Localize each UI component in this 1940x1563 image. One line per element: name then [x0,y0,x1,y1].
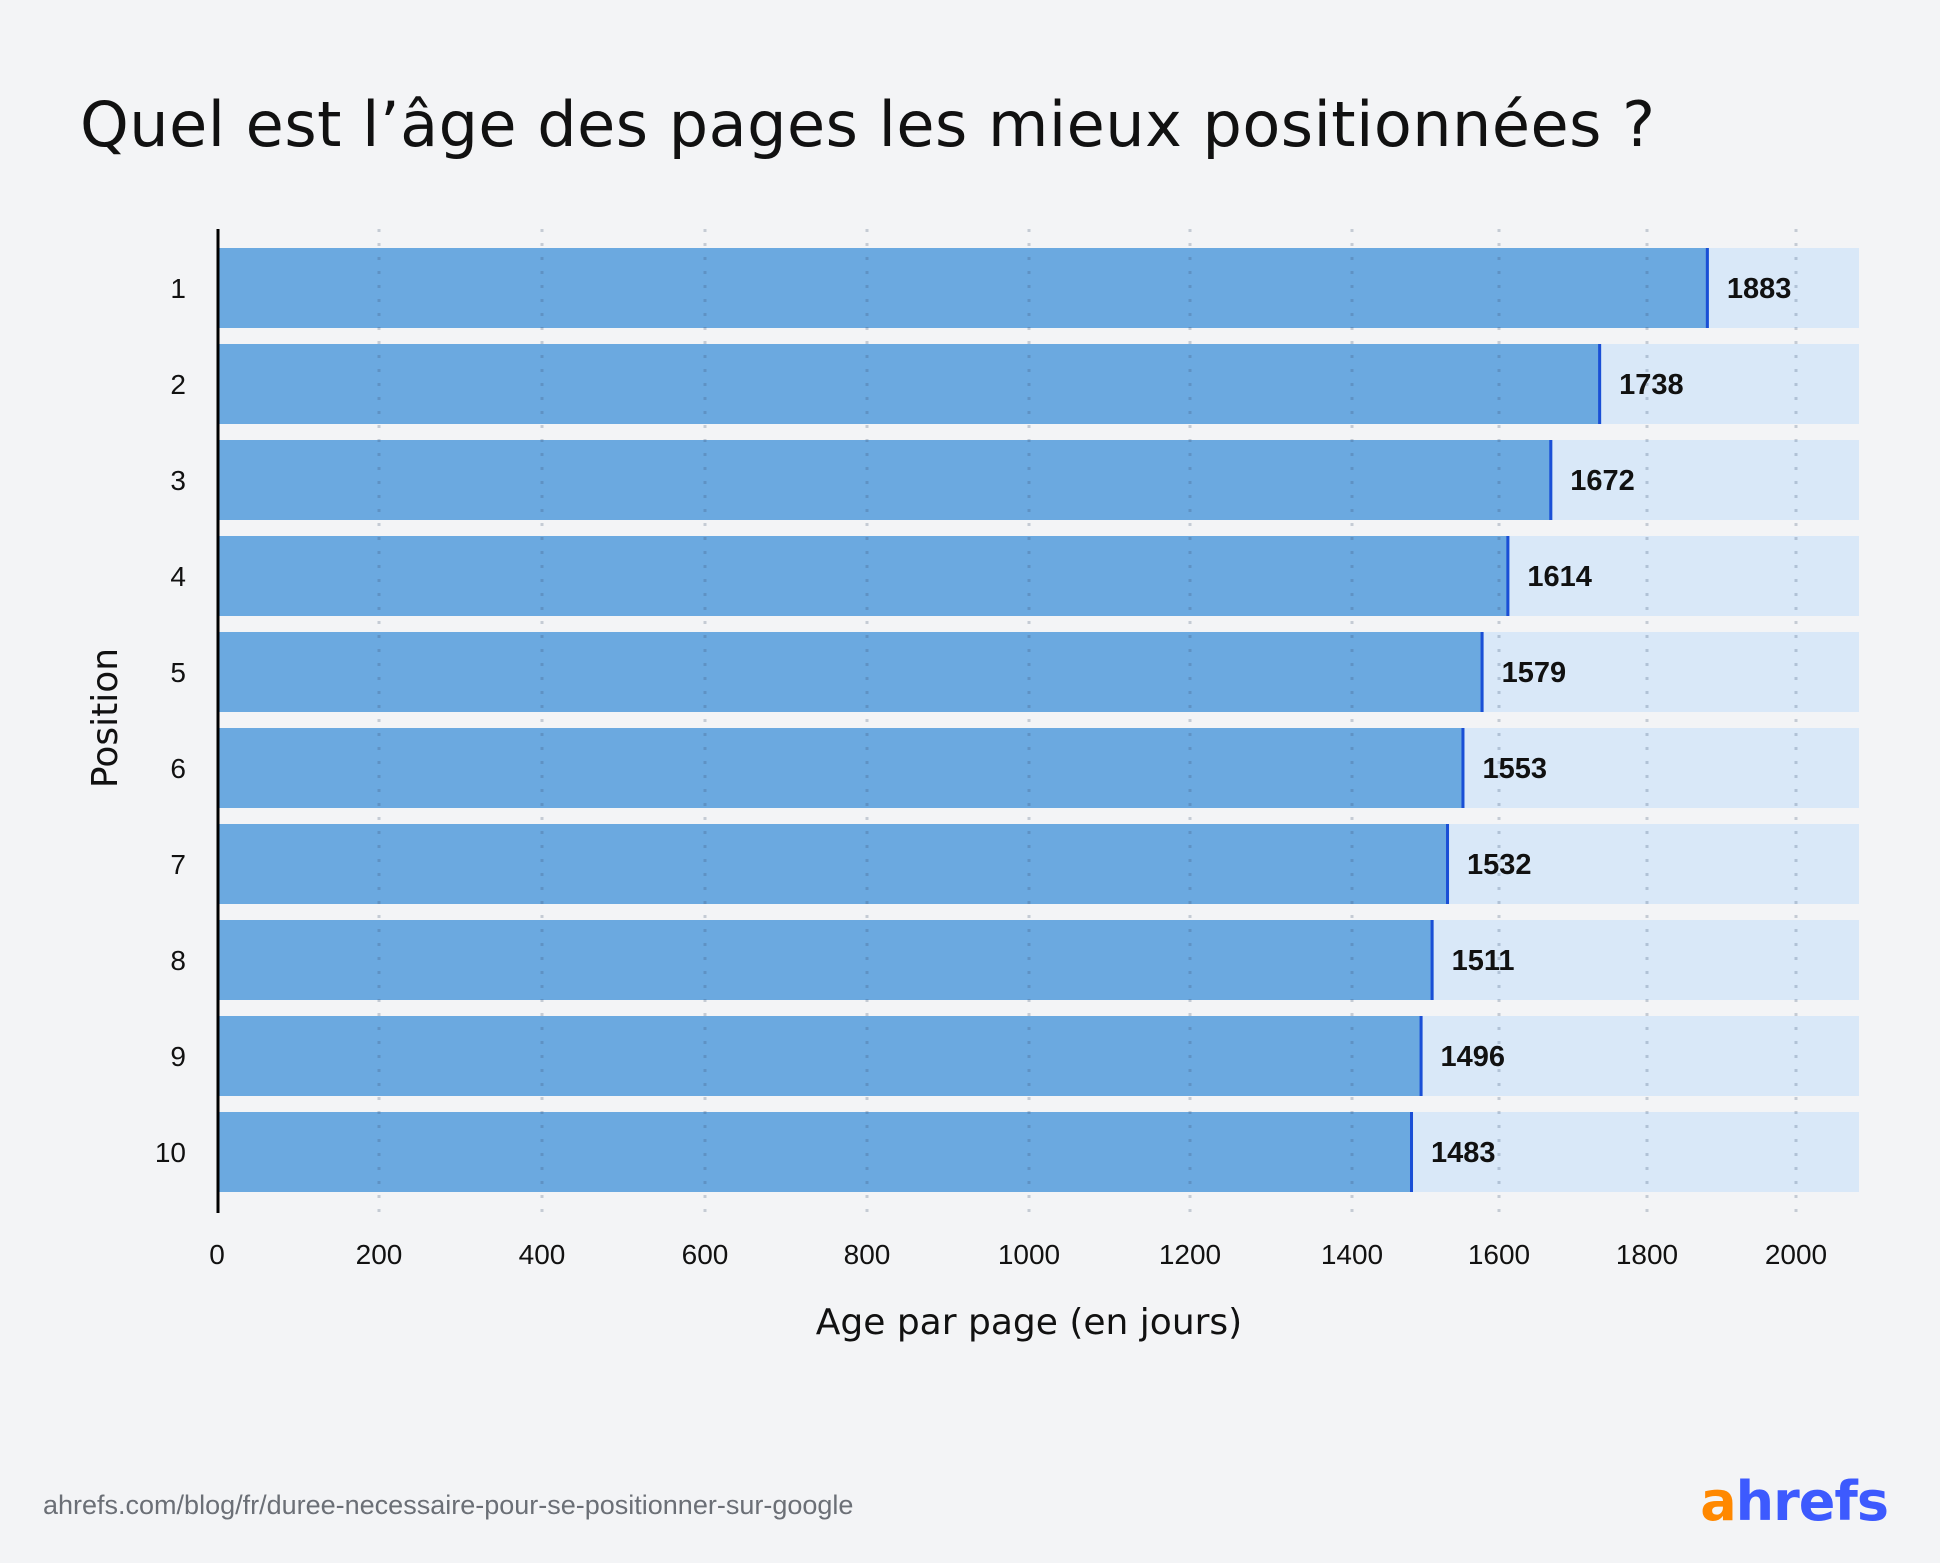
data-label: 1579 [1502,657,1567,689]
source-url[interactable]: ahrefs.com/blog/fr/duree-necessaire-pour… [43,1490,854,1520]
bar-end-marker [1410,1112,1414,1192]
x-tick-label: 2000 [1765,1239,1827,1270]
bar [217,920,1434,1000]
bar-end-marker [1419,1016,1423,1096]
bar-end-marker [1598,344,1602,424]
bar-end-marker [1549,440,1553,520]
bar [217,824,1450,904]
x-tick-label: 400 [519,1239,566,1270]
x-tick-label: 1600 [1468,1239,1530,1270]
logo-a: a [1700,1470,1736,1533]
data-label: 1511 [1452,945,1515,977]
bar-end-marker [1446,824,1450,904]
x-tick-label: 1200 [1159,1239,1221,1270]
logo-rest: hrefs [1735,1470,1889,1533]
bar [217,248,1709,328]
y-tick-label: 5 [170,657,186,688]
data-label: 1483 [1431,1137,1496,1169]
bar-end-marker [1430,920,1434,1000]
x-tick-label: 600 [682,1239,729,1270]
bar [217,728,1465,808]
y-tick-label: 8 [170,945,186,976]
x-tick-label: 1000 [998,1239,1060,1270]
bar-end-marker [1480,632,1484,712]
data-label: 1883 [1727,273,1792,305]
data-label: 1496 [1441,1041,1506,1073]
x-tick-label: 800 [844,1239,891,1270]
data-label: 1532 [1467,849,1532,881]
bar [217,632,1484,712]
data-label: 1614 [1527,561,1592,593]
ahrefs-logo: ahrefs [1700,1470,1889,1533]
y-tick-label: 7 [170,849,186,880]
y-tick-label: 10 [155,1137,186,1168]
bar [217,1016,1423,1096]
y-tick-label: 9 [170,1041,186,1072]
bar [217,536,1510,616]
y-tick-label: 1 [170,273,186,304]
y-axis-label: Position [85,648,126,788]
data-label: 1672 [1570,465,1635,497]
bar-end-marker [1705,248,1709,328]
bar [217,344,1602,424]
y-tick-label: 3 [170,465,186,496]
y-tick-label: 4 [170,561,186,592]
y-tick-label: 6 [170,753,186,784]
x-tick-label: 200 [356,1239,403,1270]
x-axis-label: Age par page (en jours) [816,1302,1242,1343]
x-tick-label: 1800 [1616,1239,1678,1270]
bar [217,440,1553,520]
data-label: 1738 [1619,369,1684,401]
x-tick-label: 0 [209,1239,225,1270]
chart-title: Quel est l’âge des pages les mieux posit… [80,88,1656,161]
bar [217,1112,1414,1192]
y-tick-label: 2 [170,369,186,400]
x-tick-label: 1400 [1321,1239,1383,1270]
bar-end-marker [1506,536,1510,616]
bar-end-marker [1461,728,1465,808]
data-label: 1553 [1482,753,1547,785]
